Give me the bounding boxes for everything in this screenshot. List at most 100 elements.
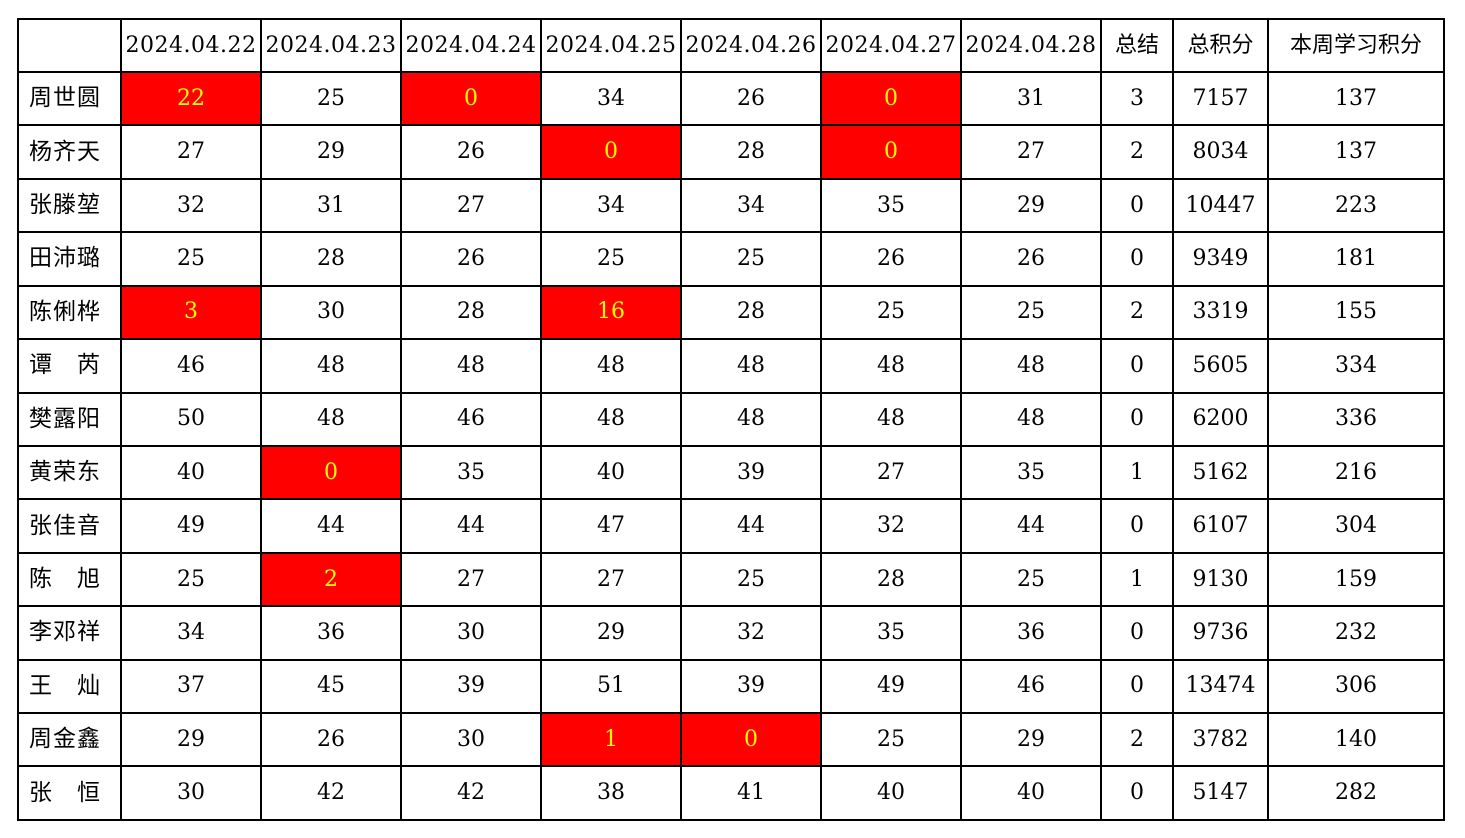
date-column-header: 2024.04.25 — [540, 18, 682, 73]
day-score-cell: 36 — [260, 605, 402, 661]
week-points-cell: 140 — [1267, 712, 1445, 768]
total-points-cell: 9349 — [1172, 231, 1269, 287]
day-score-cell: 38 — [540, 765, 682, 821]
day-score-cell: 29 — [960, 712, 1102, 768]
summary-count-cell: 0 — [1100, 658, 1174, 715]
day-score-cell: 48 — [540, 338, 682, 394]
week-points-cell: 216 — [1267, 444, 1445, 501]
table-body: 周世圆 22 25 0 34 26 0 31 3 7157 137 杨齐天 27 29 26 0 28 0 27 2 8… — [17, 70, 1445, 821]
total-points-cell: 6107 — [1172, 498, 1269, 554]
date-column-header: 2024.04.28 — [960, 18, 1102, 73]
day-score-cell: 25 — [540, 231, 682, 287]
day-score-cell: 48 — [820, 391, 962, 447]
day-score-cell: 25 — [120, 551, 262, 608]
total-points-cell: 6200 — [1172, 391, 1269, 447]
summary-count-cell: 2 — [1100, 284, 1174, 341]
date-column-header: 2024.04.27 — [820, 18, 962, 73]
day-score-cell: 32 — [680, 605, 822, 661]
day-score-cell: 48 — [400, 338, 542, 394]
day-score-cell: 42 — [400, 765, 542, 821]
day-score-cell: 46 — [960, 658, 1102, 715]
student-name-cell: 杨齐天 — [17, 124, 122, 180]
total-points-cell: 3782 — [1172, 712, 1269, 768]
total-points-cell: 5162 — [1172, 444, 1269, 501]
table-row: 田沛璐 25 28 26 25 25 26 26 0 9349 181 — [17, 231, 1445, 287]
table-row: 黄荣东 40 0 35 40 39 27 35 1 5162 216 — [17, 444, 1445, 501]
student-name-cell: 谭 芮 — [17, 338, 122, 394]
day-score-cell: 3 — [120, 284, 262, 341]
summary-count-cell: 3 — [1100, 70, 1174, 127]
day-score-cell: 51 — [540, 658, 682, 715]
week-points-cell: 137 — [1267, 70, 1445, 127]
day-score-cell: 44 — [400, 498, 542, 554]
summary-count-cell: 0 — [1100, 765, 1174, 821]
student-name-cell: 李邓祥 — [17, 605, 122, 661]
week-points-cell: 223 — [1267, 177, 1445, 234]
day-score-cell: 26 — [820, 231, 962, 287]
document-page: 2024.04.22 2024.04.23 2024.04.24 2024.04.25… — [17, 18, 1445, 821]
week-points-cell: 181 — [1267, 231, 1445, 287]
day-score-cell: 45 — [260, 658, 402, 715]
day-score-cell: 44 — [680, 498, 822, 554]
day-score-cell: 27 — [400, 177, 542, 234]
student-name-cell: 周金鑫 — [17, 712, 122, 768]
table-row: 樊露阳 50 48 46 48 48 48 48 0 6200 336 — [17, 391, 1445, 447]
table-row: 陈俐桦 3 30 28 16 28 25 25 2 3319 155 — [17, 284, 1445, 341]
summary-column-header: 总积分 — [1172, 18, 1269, 73]
day-score-cell: 36 — [960, 605, 1102, 661]
day-score-cell: 28 — [680, 124, 822, 180]
day-score-cell: 48 — [820, 338, 962, 394]
day-score-cell: 28 — [680, 284, 822, 341]
day-score-cell: 30 — [400, 712, 542, 768]
week-points-cell: 306 — [1267, 658, 1445, 715]
day-score-cell: 30 — [260, 284, 402, 341]
day-score-cell: 44 — [260, 498, 402, 554]
day-score-cell: 48 — [260, 338, 402, 394]
day-score-cell: 28 — [820, 551, 962, 608]
day-score-cell: 0 — [400, 70, 542, 127]
day-score-cell: 48 — [960, 338, 1102, 394]
day-score-cell: 35 — [820, 605, 962, 661]
table-row: 王 灿 37 45 39 51 39 49 46 0 13474 306 — [17, 658, 1445, 715]
table-row: 李邓祥 34 36 30 29 32 35 36 0 9736 232 — [17, 605, 1445, 661]
week-points-cell: 336 — [1267, 391, 1445, 447]
day-score-cell: 40 — [120, 444, 262, 501]
day-score-cell: 48 — [540, 391, 682, 447]
total-points-cell: 7157 — [1172, 70, 1269, 127]
corner-cell — [17, 18, 122, 73]
day-score-cell: 49 — [120, 498, 262, 554]
day-score-cell: 26 — [400, 124, 542, 180]
day-score-cell: 0 — [820, 70, 962, 127]
day-score-cell: 25 — [820, 712, 962, 768]
week-points-cell: 159 — [1267, 551, 1445, 608]
date-column-header: 2024.04.24 — [400, 18, 542, 73]
summary-count-cell: 2 — [1100, 712, 1174, 768]
day-score-cell: 48 — [680, 338, 822, 394]
total-points-cell: 13474 — [1172, 658, 1269, 715]
day-score-cell: 29 — [960, 177, 1102, 234]
summary-count-cell: 0 — [1100, 177, 1174, 234]
day-score-cell: 48 — [680, 391, 822, 447]
day-score-cell: 25 — [120, 231, 262, 287]
day-score-cell: 28 — [260, 231, 402, 287]
day-score-cell: 26 — [260, 712, 402, 768]
day-score-cell: 16 — [540, 284, 682, 341]
day-score-cell: 34 — [540, 70, 682, 127]
day-score-cell: 49 — [820, 658, 962, 715]
day-score-cell: 0 — [820, 124, 962, 180]
student-name-cell: 田沛璐 — [17, 231, 122, 287]
day-score-cell: 0 — [680, 712, 822, 768]
summary-count-cell: 0 — [1100, 231, 1174, 287]
day-score-cell: 27 — [540, 551, 682, 608]
summary-count-cell: 0 — [1100, 605, 1174, 661]
day-score-cell: 26 — [400, 231, 542, 287]
day-score-cell: 30 — [120, 765, 262, 821]
day-score-cell: 25 — [260, 70, 402, 127]
day-score-cell: 30 — [400, 605, 542, 661]
table-row: 张佳音 49 44 44 47 44 32 44 0 6107 304 — [17, 498, 1445, 554]
table-row: 张 恒 30 42 42 38 41 40 40 0 5147 282 — [17, 765, 1445, 821]
day-score-cell: 40 — [820, 765, 962, 821]
total-points-cell: 3319 — [1172, 284, 1269, 341]
summary-count-cell: 2 — [1100, 124, 1174, 180]
table-row: 周世圆 22 25 0 34 26 0 31 3 7157 137 — [17, 70, 1445, 127]
